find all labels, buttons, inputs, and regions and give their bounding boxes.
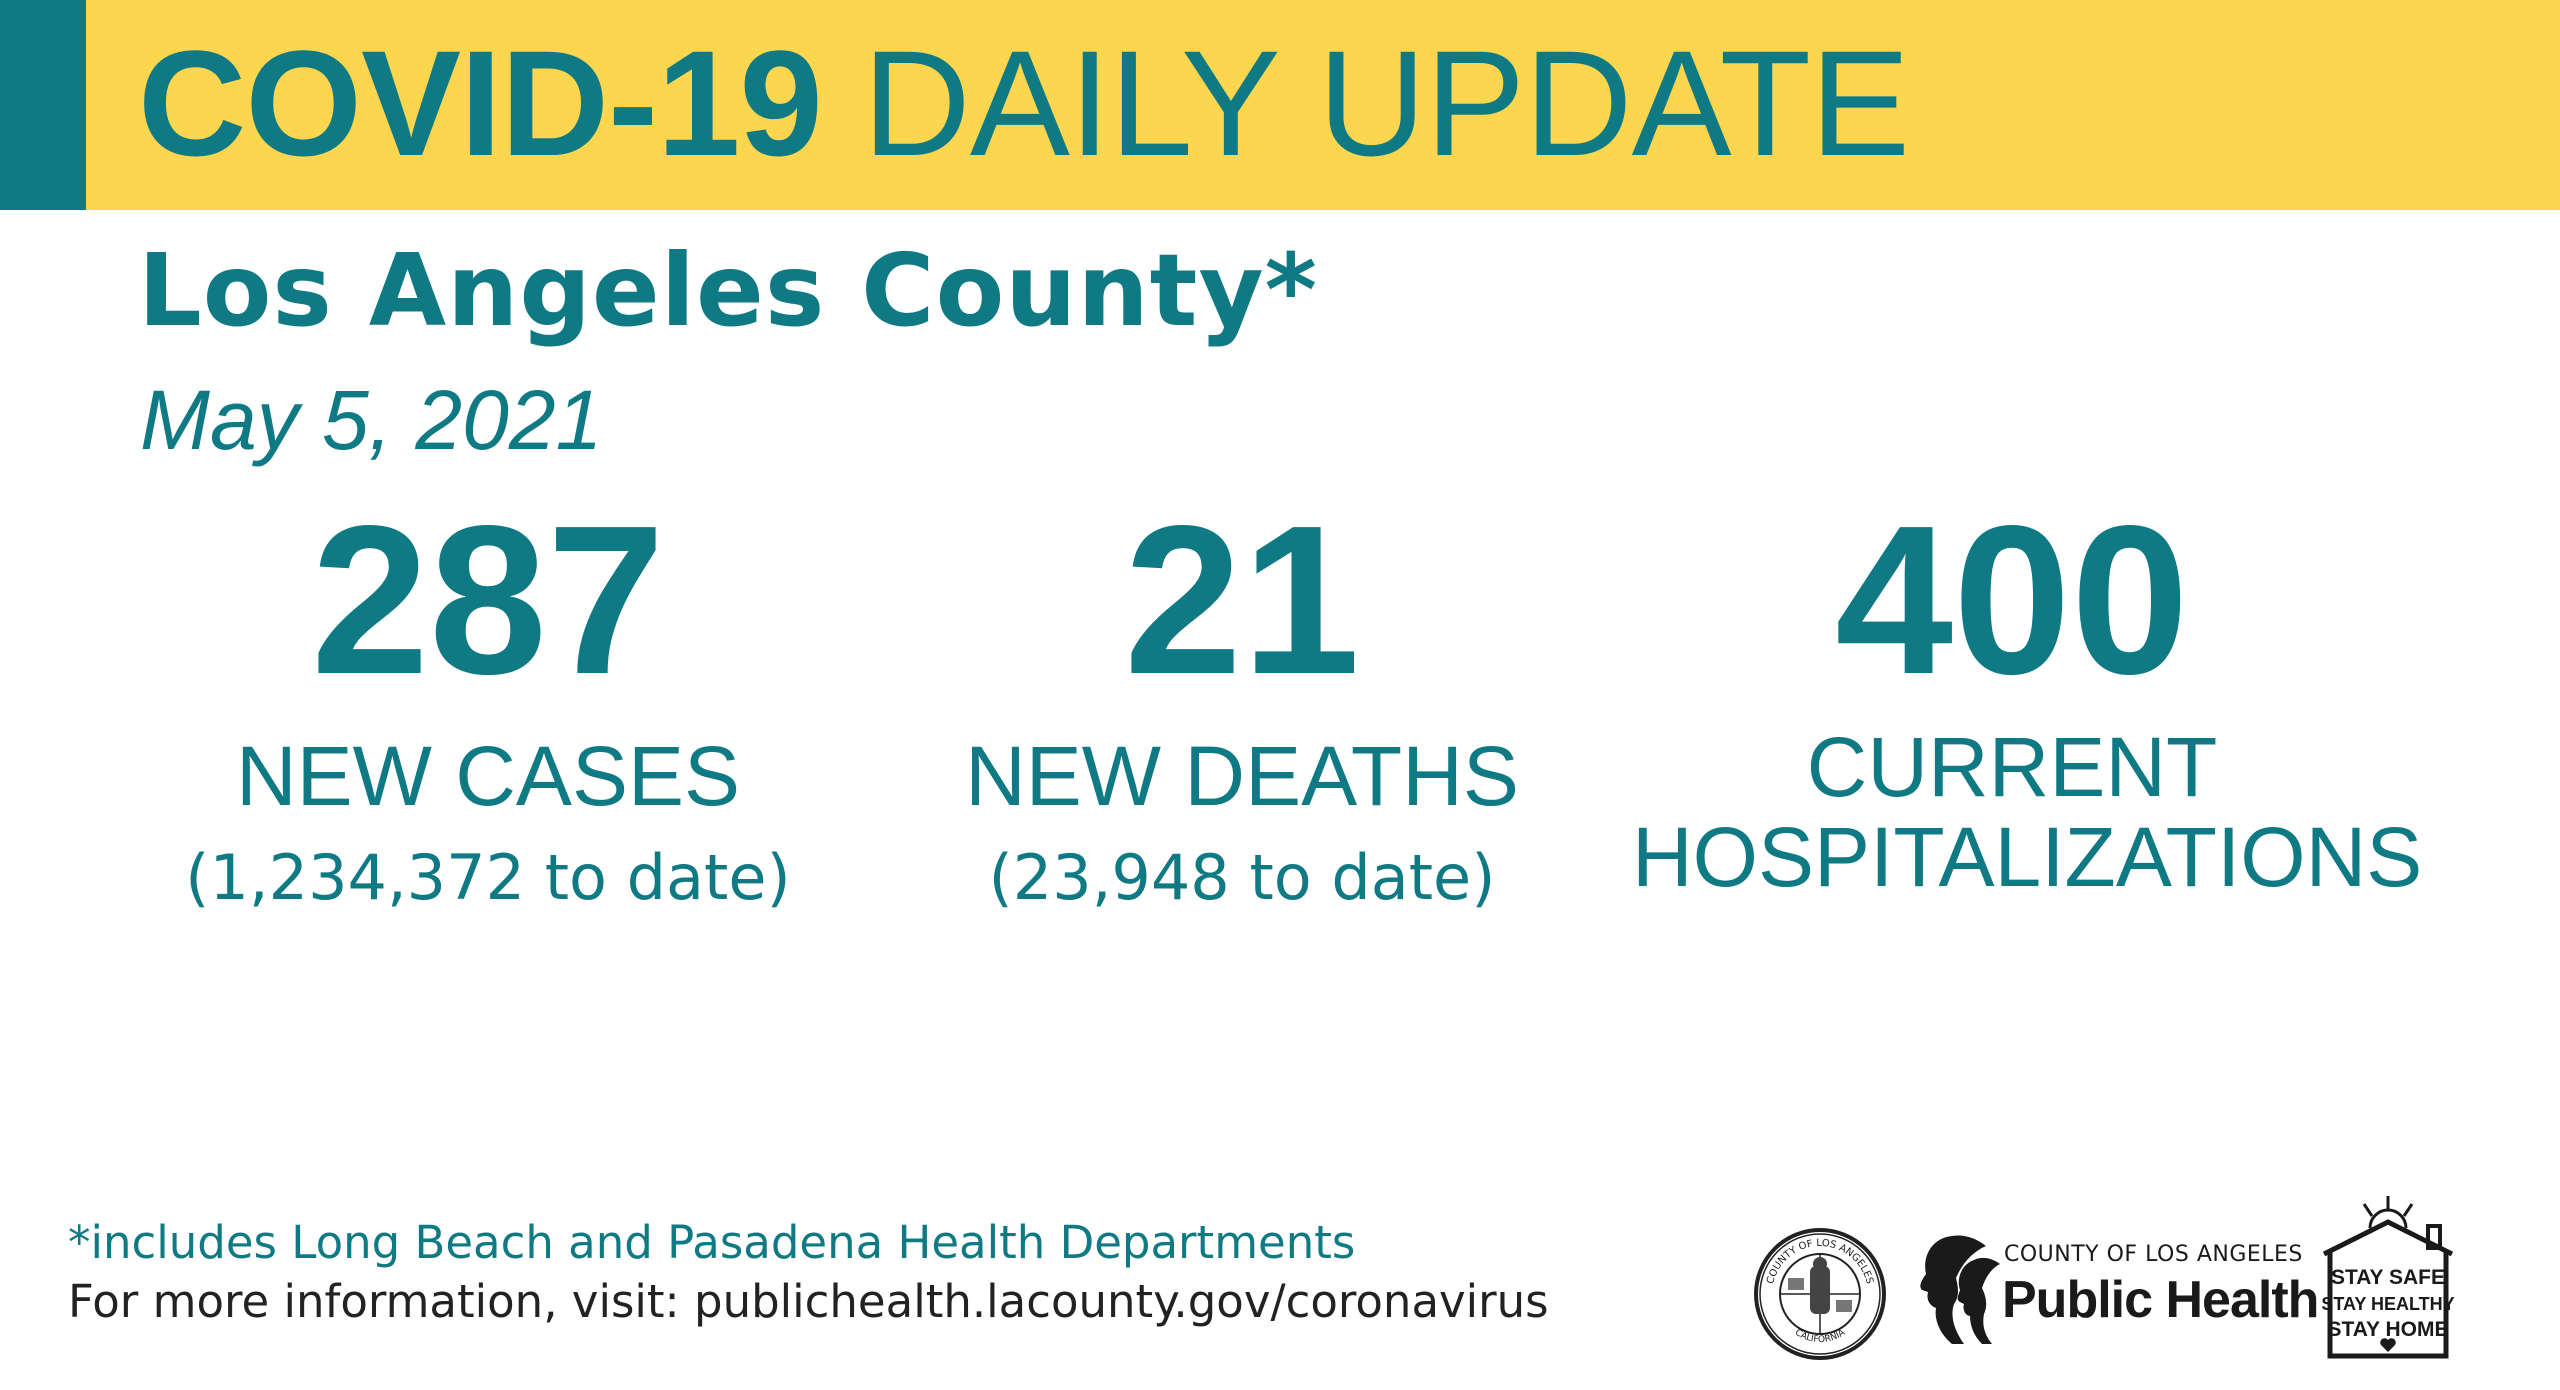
info-link[interactable]: publichealth.lacounty.gov/coronavirus bbox=[694, 1275, 1549, 1328]
deaths-to-date: (23,948 to date) bbox=[988, 841, 1496, 914]
update-date: May 5, 2021 bbox=[140, 373, 603, 467]
hospitalizations-label-line1: CURRENT bbox=[1806, 720, 2218, 814]
new-cases-label: NEW CASES bbox=[235, 729, 741, 823]
hospitalizations-label-line2: HOSPITALIZATIONS bbox=[1632, 810, 2423, 904]
stat-new-cases: 287 NEW CASES (1,234,372 to date) bbox=[108, 481, 868, 918]
more-info-prefix: For more information, visit: bbox=[68, 1275, 695, 1328]
banner-title: COVID-19 DAILY UPDATE bbox=[138, 28, 1910, 178]
more-info: For more information, visit: publichealt… bbox=[68, 1275, 1549, 1328]
stat-new-deaths: 21 NEW DEATHS (23,948 to date) bbox=[862, 481, 1622, 918]
title-banner bbox=[0, 0, 2560, 210]
svg-text:STAY HEALTHY: STAY HEALTHY bbox=[2321, 1294, 2454, 1314]
stay-safe-house-icon: STAY SAFE STAY HEALTHY STAY HOME bbox=[2321, 1196, 2455, 1359]
public-health-top-text: COUNTY OF LOS ANGELES bbox=[2004, 1242, 2303, 1267]
footnote: *includes Long Beach and Pasadena Health… bbox=[68, 1216, 1356, 1269]
profile-heads-icon bbox=[1920, 1235, 2000, 1344]
new-cases-number: 287 bbox=[311, 481, 665, 718]
banner-accent-bar bbox=[0, 0, 86, 210]
public-health-logo: COUNTY OF LOS ANGELES Public Health bbox=[1912, 1230, 2319, 1350]
svg-text:STAY HOME: STAY HOME bbox=[2328, 1318, 2449, 1341]
stat-hospitalizations: 400 CURRENT HOSPITALIZATIONS bbox=[1632, 481, 2423, 904]
hospitalizations-number: 400 bbox=[1835, 481, 2189, 718]
hospitalizations-label: CURRENT HOSPITALIZATIONS bbox=[1632, 720, 2423, 904]
county-subtitle: Los Angeles County* bbox=[138, 232, 1318, 349]
new-deaths-number: 21 bbox=[1124, 481, 1360, 718]
svg-text:STAY SAFE: STAY SAFE bbox=[2331, 1266, 2445, 1289]
cases-to-date: (1,234,372 to date) bbox=[185, 841, 791, 914]
county-seal-icon: COUNTY OF LOS ANGELES CALIFORNIA bbox=[1754, 1228, 1886, 1360]
public-health-main-text: Public Health bbox=[2002, 1271, 2319, 1329]
new-deaths-label: NEW DEATHS bbox=[965, 729, 1519, 823]
banner-title-rest: DAILY UPDATE bbox=[821, 19, 1911, 187]
banner-title-bold: COVID-19 bbox=[138, 19, 823, 187]
